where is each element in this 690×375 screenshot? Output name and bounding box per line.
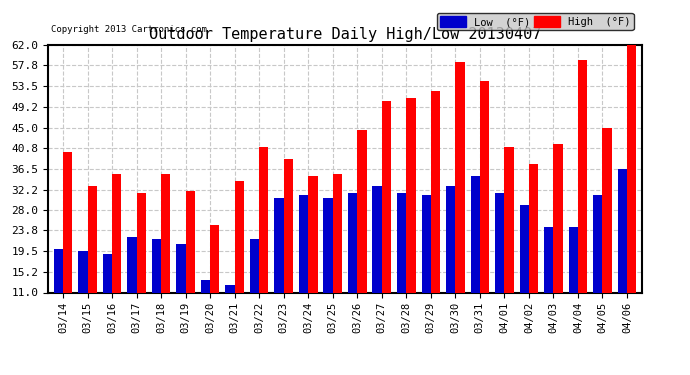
- Bar: [226, 285, 235, 346]
- Bar: [397, 193, 406, 346]
- Bar: [504, 147, 513, 346]
- Bar: [78, 251, 88, 346]
- Bar: [127, 237, 137, 346]
- Bar: [382, 101, 391, 346]
- Bar: [578, 60, 587, 346]
- Bar: [569, 227, 578, 346]
- Bar: [446, 186, 455, 346]
- Bar: [210, 225, 219, 346]
- Bar: [177, 244, 186, 346]
- Bar: [471, 176, 480, 346]
- Bar: [348, 193, 357, 346]
- Bar: [357, 130, 366, 346]
- Bar: [627, 45, 636, 346]
- Bar: [520, 205, 529, 346]
- Bar: [259, 147, 268, 346]
- Bar: [63, 152, 72, 346]
- Bar: [544, 227, 553, 346]
- Bar: [422, 195, 431, 346]
- Bar: [324, 198, 333, 346]
- Bar: [103, 254, 112, 346]
- Bar: [284, 159, 293, 346]
- Bar: [593, 195, 602, 346]
- Bar: [529, 164, 538, 346]
- Bar: [250, 239, 259, 346]
- Bar: [54, 249, 63, 346]
- Bar: [406, 98, 415, 346]
- Bar: [137, 193, 146, 346]
- Bar: [201, 280, 210, 346]
- Bar: [299, 195, 308, 346]
- Text: Copyright 2013 Cartronics.com: Copyright 2013 Cartronics.com: [51, 25, 207, 34]
- Bar: [88, 186, 97, 346]
- Bar: [186, 190, 195, 346]
- Bar: [480, 81, 489, 346]
- Bar: [553, 144, 563, 346]
- Bar: [455, 62, 464, 346]
- Bar: [618, 169, 627, 346]
- Bar: [152, 239, 161, 346]
- Bar: [161, 174, 170, 346]
- Bar: [495, 193, 504, 346]
- Bar: [235, 181, 244, 346]
- Legend: Low  (°F), High  (°F): Low (°F), High (°F): [437, 13, 633, 30]
- Title: Outdoor Temperature Daily High/Low 20130407: Outdoor Temperature Daily High/Low 20130…: [149, 27, 541, 42]
- Bar: [333, 174, 342, 346]
- Bar: [602, 128, 612, 346]
- Bar: [308, 176, 317, 346]
- Bar: [431, 91, 440, 346]
- Bar: [373, 186, 382, 346]
- Bar: [112, 174, 121, 346]
- Bar: [275, 198, 284, 346]
